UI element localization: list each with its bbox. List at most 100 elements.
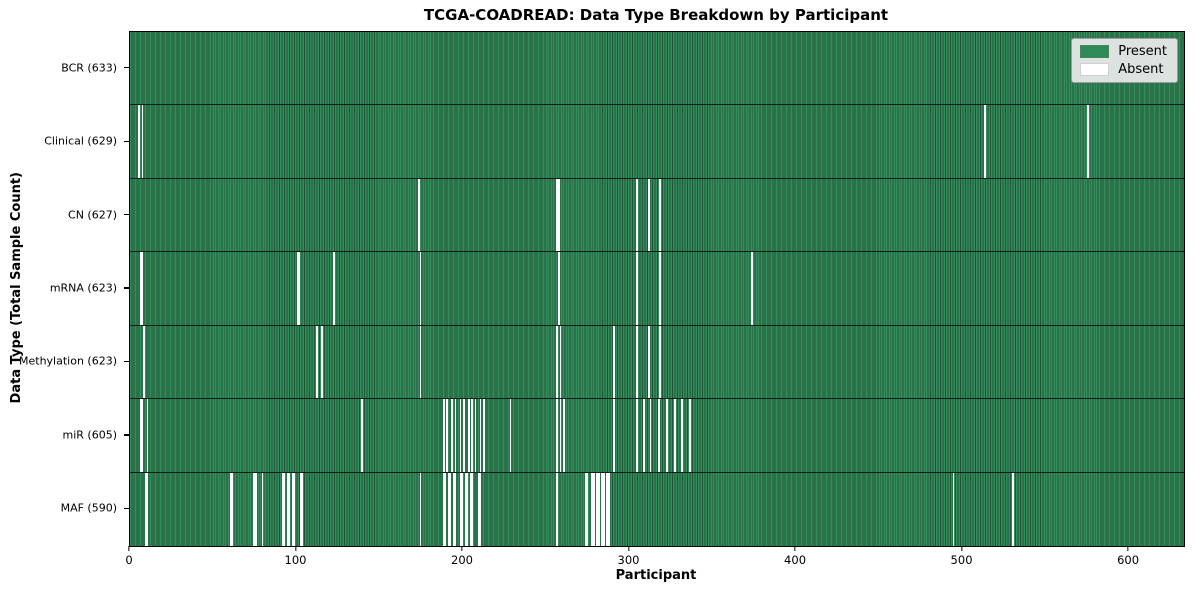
absent-line — [299, 472, 302, 546]
x-tick-mark — [627, 546, 630, 551]
absent-line — [146, 399, 149, 472]
absent-line — [141, 399, 144, 472]
x-tick-label: 0 — [125, 553, 133, 567]
legend: Present Absent — [1071, 38, 1178, 83]
absent-line — [419, 325, 422, 399]
absent-line — [471, 399, 474, 472]
absent-line — [612, 399, 615, 472]
absent-line — [559, 325, 562, 399]
heatmap-row-Clinical — [130, 105, 1184, 179]
absent-line — [602, 472, 605, 546]
absent-line — [479, 399, 482, 472]
absent-line — [647, 178, 650, 252]
absent-line — [557, 252, 560, 325]
x-tick-label: 500 — [950, 553, 973, 567]
x-tick-label: 600 — [1117, 553, 1140, 567]
absent-line — [419, 472, 422, 546]
absent-line — [659, 178, 662, 252]
absent-line — [448, 472, 450, 546]
absent-line — [446, 399, 449, 472]
absent-line — [468, 399, 470, 472]
x-tick-label: 100 — [284, 553, 307, 567]
absent-line — [463, 399, 465, 472]
x-axis-title: Participant — [615, 568, 697, 583]
absent-line — [751, 252, 753, 325]
absent-line — [479, 472, 482, 546]
y-tick-label: CN (627) — [68, 208, 117, 222]
absent-line — [144, 472, 147, 546]
heatmap-row-mRNA — [130, 252, 1184, 326]
plot-area: Present Absent — [129, 31, 1185, 547]
y-tick-label: mRNA (623) — [49, 281, 117, 295]
absent-line — [612, 325, 615, 399]
y-tick-mark — [124, 213, 129, 216]
x-tick-label: 200 — [451, 553, 473, 567]
absent-line — [596, 472, 598, 546]
absent-line — [293, 472, 295, 546]
absent-line — [443, 472, 445, 546]
absent-line — [138, 105, 140, 178]
absent-line — [601, 472, 603, 546]
absent-line — [591, 472, 593, 546]
absent-line — [464, 472, 467, 546]
absent-line — [139, 399, 142, 472]
absent-line — [231, 472, 234, 546]
absent-line — [139, 252, 142, 325]
absent-line — [146, 472, 149, 546]
absent-line — [642, 399, 645, 472]
absent-line — [281, 472, 284, 546]
absent-line — [143, 325, 145, 399]
x-tick-mark — [461, 546, 463, 551]
absent-line — [469, 472, 472, 546]
absent-line — [659, 252, 662, 325]
absent-line — [556, 399, 558, 472]
absent-swatch — [1080, 63, 1110, 76]
absent-line — [141, 105, 144, 178]
absent-line — [316, 325, 319, 399]
y-tick-mark — [124, 140, 129, 142]
y-tick-label: miR (605) — [62, 428, 118, 442]
absent-line — [454, 472, 457, 546]
x-axis-ticks: 0 100 200 300 400 500 600 — [125, 545, 1183, 571]
absent-line — [361, 399, 364, 472]
heatmap-row-Methylation — [130, 325, 1184, 400]
x-tick-label: 400 — [784, 553, 807, 567]
absent-line — [556, 178, 558, 252]
absent-line — [444, 472, 447, 546]
absent-line — [443, 399, 445, 472]
absent-line — [286, 472, 289, 546]
absent-line — [453, 472, 455, 546]
legend-label-present: Present — [1118, 44, 1167, 59]
absent-line — [461, 472, 464, 546]
absent-line — [666, 399, 668, 472]
y-tick-mark — [124, 287, 129, 289]
y-tick-label: Methylation (623) — [19, 354, 117, 368]
absent-line — [636, 252, 638, 325]
chart-title: TCGA-COADREAD: Data Type Breakdown by Pa… — [423, 6, 889, 24]
y-tick-label: Clinical (629) — [44, 134, 117, 148]
absent-line — [229, 472, 232, 546]
heatmap-row-CN — [130, 178, 1184, 253]
absent-line — [592, 472, 595, 546]
absent-line — [253, 472, 255, 546]
y-tick-mark — [124, 67, 129, 69]
absent-line — [478, 472, 480, 546]
absent-line — [449, 472, 452, 546]
heatmap-row-BCR — [130, 32, 1184, 106]
absent-line — [301, 472, 304, 546]
absent-line — [474, 399, 477, 472]
absent-line — [296, 252, 299, 325]
absent-line — [291, 472, 294, 546]
absent-line — [647, 325, 650, 399]
x-tick-mark — [128, 546, 130, 551]
absent-line — [418, 178, 420, 252]
absent-line — [636, 325, 638, 399]
absent-line — [586, 472, 588, 546]
absent-line — [607, 472, 610, 546]
absent-line — [509, 399, 512, 472]
heatmap-row-MAF — [130, 472, 1184, 546]
absent-line — [471, 472, 474, 546]
absent-line — [556, 325, 558, 399]
absent-line — [459, 399, 462, 472]
